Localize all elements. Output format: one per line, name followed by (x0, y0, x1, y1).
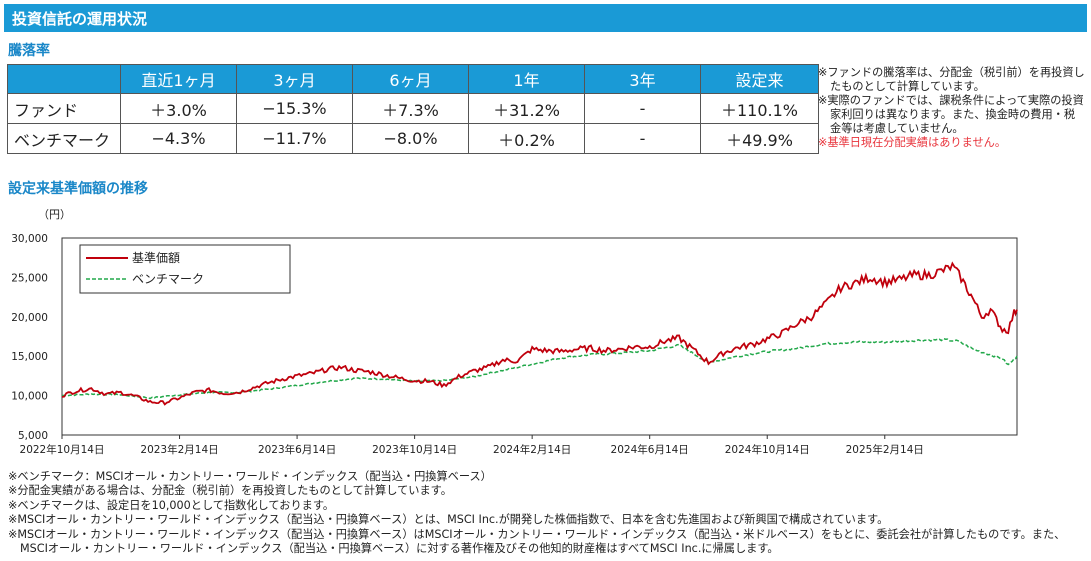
table-cell: −8.0% (352, 123, 469, 154)
performance-notes: ※ファンドの騰落率は、分配金（税引前）を再投資したものとして計算しています。 ※… (818, 66, 1086, 150)
table-cell: - (584, 123, 701, 154)
table-cell: −11.7% (236, 123, 353, 154)
x-tick-label: 2022年10月14日 (20, 443, 105, 456)
x-tick-label: 2023年2月14日 (140, 443, 218, 456)
x-tick-label: 2023年6月14日 (258, 443, 336, 456)
footnote: ※ベンチマークは、設定日を10,000として指数化しております。 (8, 498, 335, 512)
column-header: 直近1ヶ月 (120, 64, 237, 94)
row-label: ベンチマーク (7, 123, 121, 154)
y-tick-label: 5,000 (18, 430, 48, 442)
x-tick-label: 2024年6月14日 (611, 443, 689, 456)
page-title: 投資信託の運用状況 (12, 10, 148, 28)
performance-table: 直近1ヶ月 3ヶ月 6ヶ月 1年 3年 設定来 ファンド ＋3.0% −15.3… (7, 64, 819, 154)
y-axis-label: （円） (38, 208, 71, 221)
table-row: ファンド ＋3.0% −15.3% ＋7.3% ＋31.2% - ＋110.1% (7, 93, 819, 124)
column-header (7, 64, 121, 94)
table-cell: ＋49.9% (700, 123, 819, 154)
table-cell: - (584, 93, 701, 124)
footnote: ※MSCIオール・カントリー・ワールド・インデックス（配当込・円換算ベース）はM… (8, 527, 1066, 556)
footnote: ※ベンチマーク：MSCIオール・カントリー・ワールド・インデックス（配当込・円換… (8, 470, 492, 483)
footnote: ※分配金実績がある場合は、分配金（税引前）を再投資したものとして計算しています。 (8, 484, 452, 498)
note-text: ※ファンドの騰落率は、分配金（税引前）を再投資したものとして計算しています。 (818, 66, 1085, 93)
table-row: ベンチマーク −4.3% −11.7% −8.0% ＋0.2% - ＋49.9% (7, 123, 819, 154)
y-tick-label: 15,000 (11, 351, 48, 363)
column-header: 3ヶ月 (236, 64, 353, 94)
legend-box (79, 244, 291, 294)
y-tick-label: 25,000 (11, 272, 48, 284)
x-tick-label: 2025年2月14日 (846, 443, 924, 456)
x-tick-label: 2024年2月14日 (493, 443, 571, 456)
column-header: 1年 (468, 64, 585, 94)
table-cell: ＋3.0% (120, 93, 237, 124)
y-tick-label: 30,000 (11, 233, 48, 245)
fund-series-line (61, 261, 1018, 406)
table-cell: ＋0.2% (468, 123, 585, 154)
table-cell: ＋31.2% (468, 93, 585, 124)
benchmark-series-line (61, 337, 1018, 400)
footnotes: ※ベンチマーク：MSCIオール・カントリー・ワールド・インデックス（配当込・円換… (8, 470, 1088, 556)
x-tick-label: 2023年10月14日 (372, 443, 457, 456)
note-text-red: ※基準日現在分配実績はありません。 (818, 136, 1007, 149)
column-header: 6ヶ月 (352, 64, 469, 94)
plot-frame (61, 237, 1018, 436)
note-text: ※実際のファンドでは、課税条件によって実際の投資家利回りは異なります。また、換金… (818, 94, 1084, 135)
table-cell: ＋7.3% (352, 93, 469, 124)
nav-chart: （円） 5,000 10,000 15,000 20,000 25,000 30,000 20… (11, 208, 1018, 456)
table-cell: −15.3% (236, 93, 353, 124)
column-header: 設定来 (700, 64, 819, 94)
table-cell: ＋110.1% (700, 93, 819, 124)
performance-section-title: 騰落率 (8, 43, 50, 59)
header-bar: 投資信託の運用状況 (4, 4, 1087, 32)
legend-label: ベンチマーク (132, 272, 204, 286)
y-tick-label: 10,000 (11, 391, 48, 403)
footnote: ※MSCIオール・カントリー・ワールド・インデックス（配当込・円換算ベース）とは… (8, 513, 889, 527)
legend-label: 基準価額 (132, 250, 180, 265)
column-header: 3年 (584, 64, 701, 94)
performance-header-row: 直近1ヶ月 3ヶ月 6ヶ月 1年 3年 設定来 (7, 64, 819, 94)
x-tick-label: 2024年10月14日 (725, 443, 810, 456)
chart-title: 設定来基準価額の推移 (8, 181, 148, 197)
y-tick-label: 20,000 (11, 312, 48, 324)
row-label: ファンド (7, 93, 121, 124)
table-cell: −4.3% (120, 123, 237, 154)
